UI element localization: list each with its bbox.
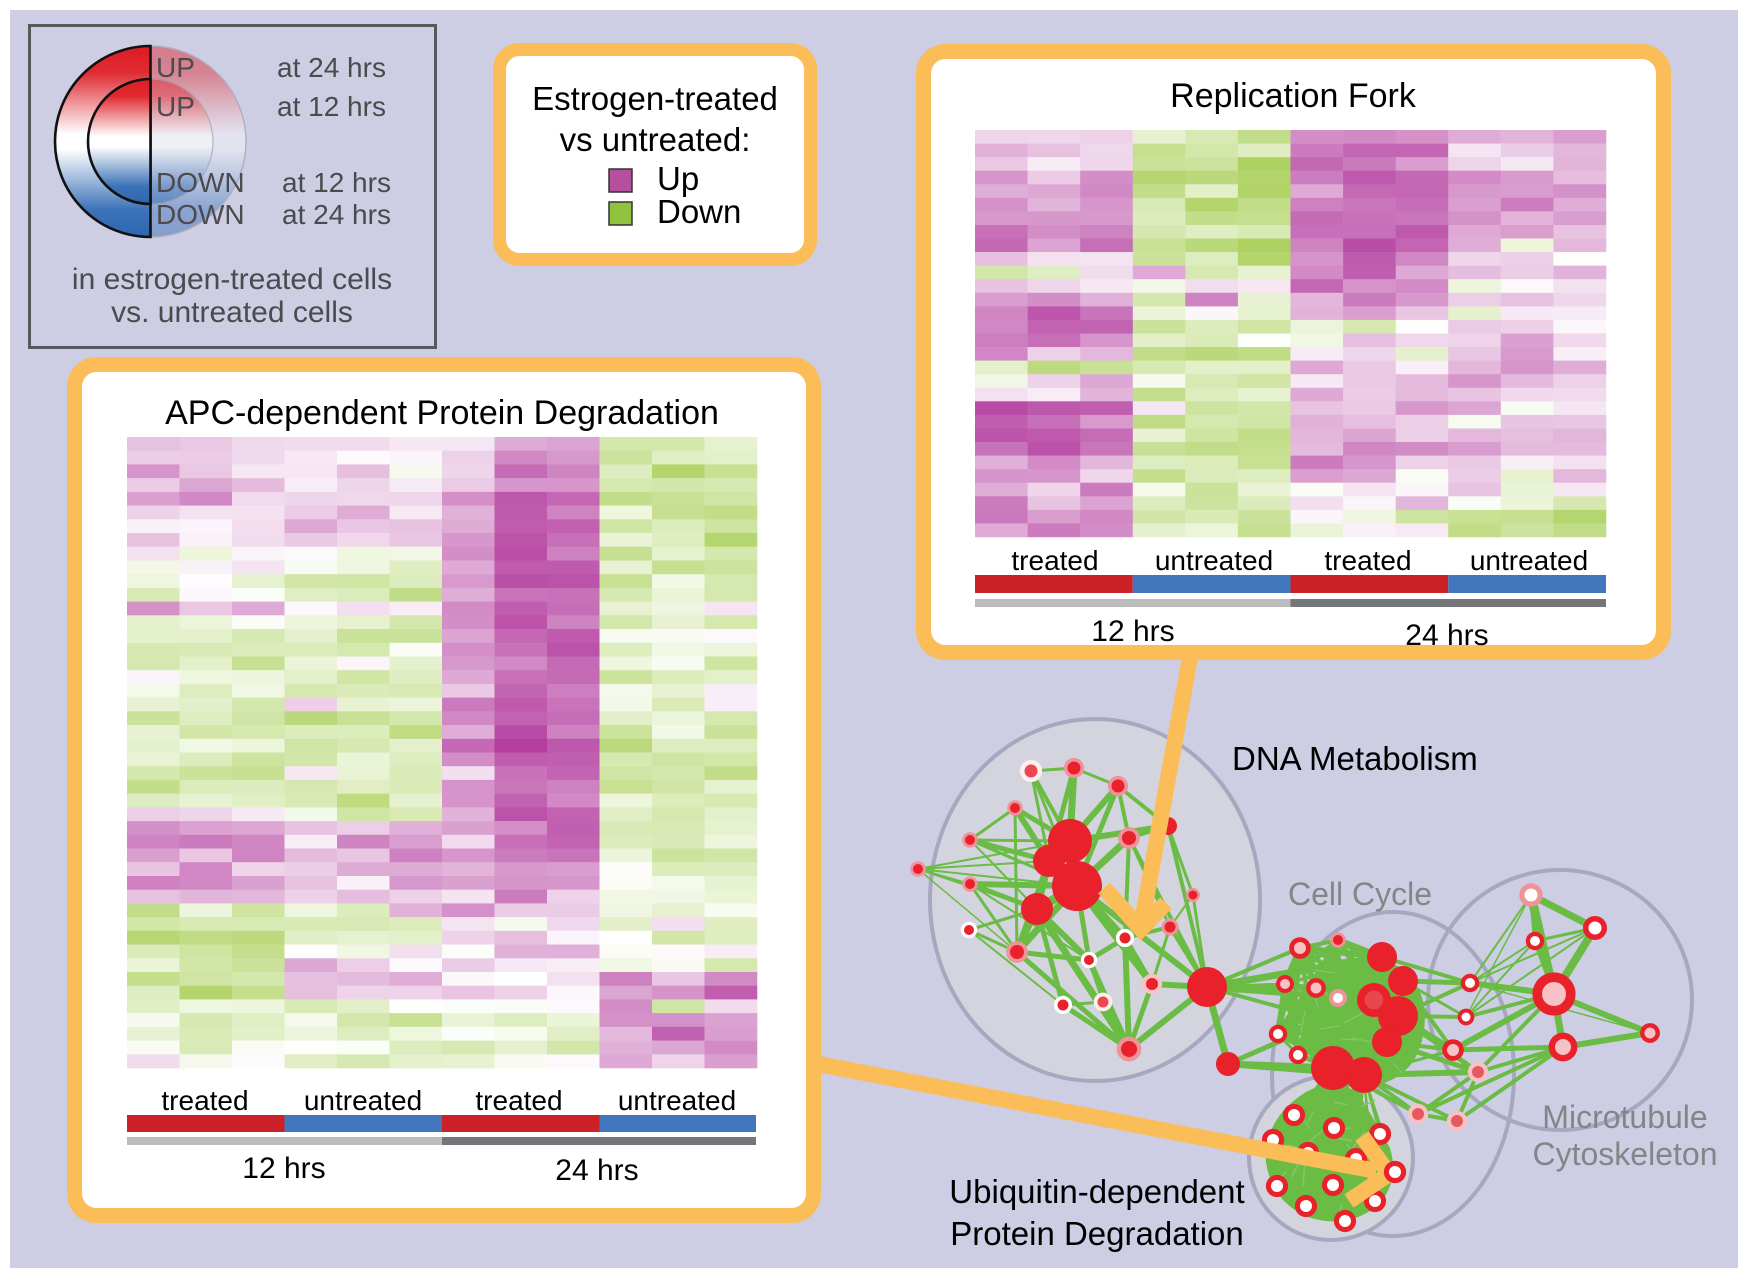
svg-text:treated: treated (1011, 545, 1098, 576)
svg-text:vs untreated:: vs untreated: (560, 121, 751, 158)
svg-text:treated: treated (161, 1085, 248, 1116)
svg-text:DOWN: DOWN (156, 167, 245, 198)
svg-text:Replication Fork: Replication Fork (1170, 77, 1417, 115)
svg-text:12 hrs: 12 hrs (1091, 615, 1174, 648)
svg-text:Down: Down (657, 193, 741, 230)
svg-text:12 hrs: 12 hrs (242, 1152, 325, 1185)
svg-text:UP: UP (156, 91, 195, 122)
svg-text:in estrogen-treated cells: in estrogen-treated cells (72, 263, 392, 296)
svg-text:DOWN: DOWN (156, 199, 245, 230)
svg-text:vs. untreated cells: vs. untreated cells (111, 296, 353, 329)
svg-text:DNA Metabolism: DNA Metabolism (1232, 740, 1478, 777)
svg-text:at 24 hrs: at 24 hrs (277, 52, 386, 83)
svg-text:Cell Cycle: Cell Cycle (1288, 876, 1432, 912)
svg-text:24 hrs: 24 hrs (555, 1154, 638, 1187)
svg-text:Ubiquitin-dependent: Ubiquitin-dependent (949, 1173, 1244, 1210)
svg-text:at 24 hrs: at 24 hrs (282, 199, 391, 230)
svg-text:untreated: untreated (304, 1085, 422, 1116)
svg-text:Up: Up (657, 160, 699, 197)
svg-text:UP: UP (156, 52, 195, 83)
svg-text:APC-dependent Protein Degradat: APC-dependent Protein Degradation (165, 394, 719, 432)
svg-text:untreated: untreated (1470, 545, 1588, 576)
svg-text:24 hrs: 24 hrs (1405, 619, 1488, 652)
svg-text:Cytoskeleton: Cytoskeleton (1533, 1136, 1718, 1172)
svg-text:treated: treated (1324, 545, 1411, 576)
svg-text:Microtubule: Microtubule (1542, 1099, 1707, 1135)
svg-text:at 12 hrs: at 12 hrs (282, 167, 391, 198)
svg-text:untreated: untreated (1155, 545, 1273, 576)
svg-text:Estrogen-treated: Estrogen-treated (532, 80, 778, 117)
svg-text:Protein Degradation: Protein Degradation (950, 1215, 1244, 1252)
svg-text:at 12 hrs: at 12 hrs (277, 91, 386, 122)
svg-text:untreated: untreated (618, 1085, 736, 1116)
svg-text:treated: treated (475, 1085, 562, 1116)
